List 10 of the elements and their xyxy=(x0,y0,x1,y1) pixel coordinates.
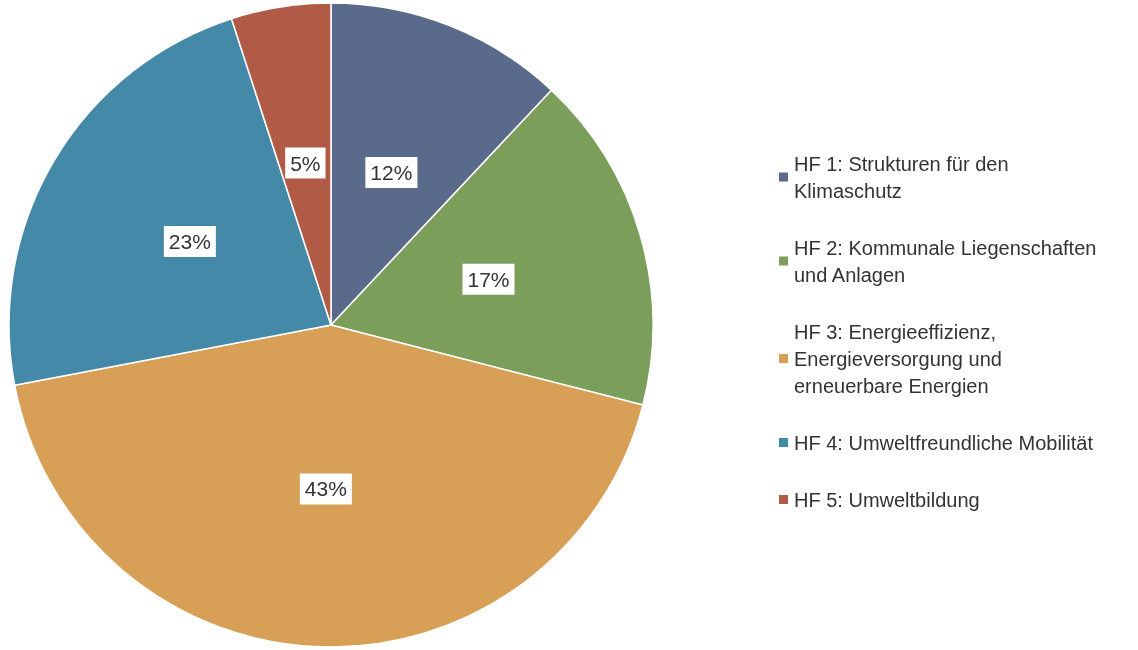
data-label: 12% xyxy=(370,161,413,185)
legend-label: HF 2: Kommunale Liegenschaften und Anlagen xyxy=(794,236,1102,286)
legend-label: HF 1: Strukturen für den Klimaschutz xyxy=(794,152,1015,202)
legend-label: HF 3: Energieeffizienz, Energieversorgung und erneuerbare Energien xyxy=(794,320,1008,397)
data-label: 17% xyxy=(467,267,510,291)
data-label: 23% xyxy=(168,230,211,254)
data-label: 5% xyxy=(290,151,321,175)
legend-label: HF 5: Umweltbildung xyxy=(794,488,980,511)
data-label: 43% xyxy=(304,477,347,501)
legend-label: HF 4: Umweltfreundliche Mobilität xyxy=(794,431,1094,454)
